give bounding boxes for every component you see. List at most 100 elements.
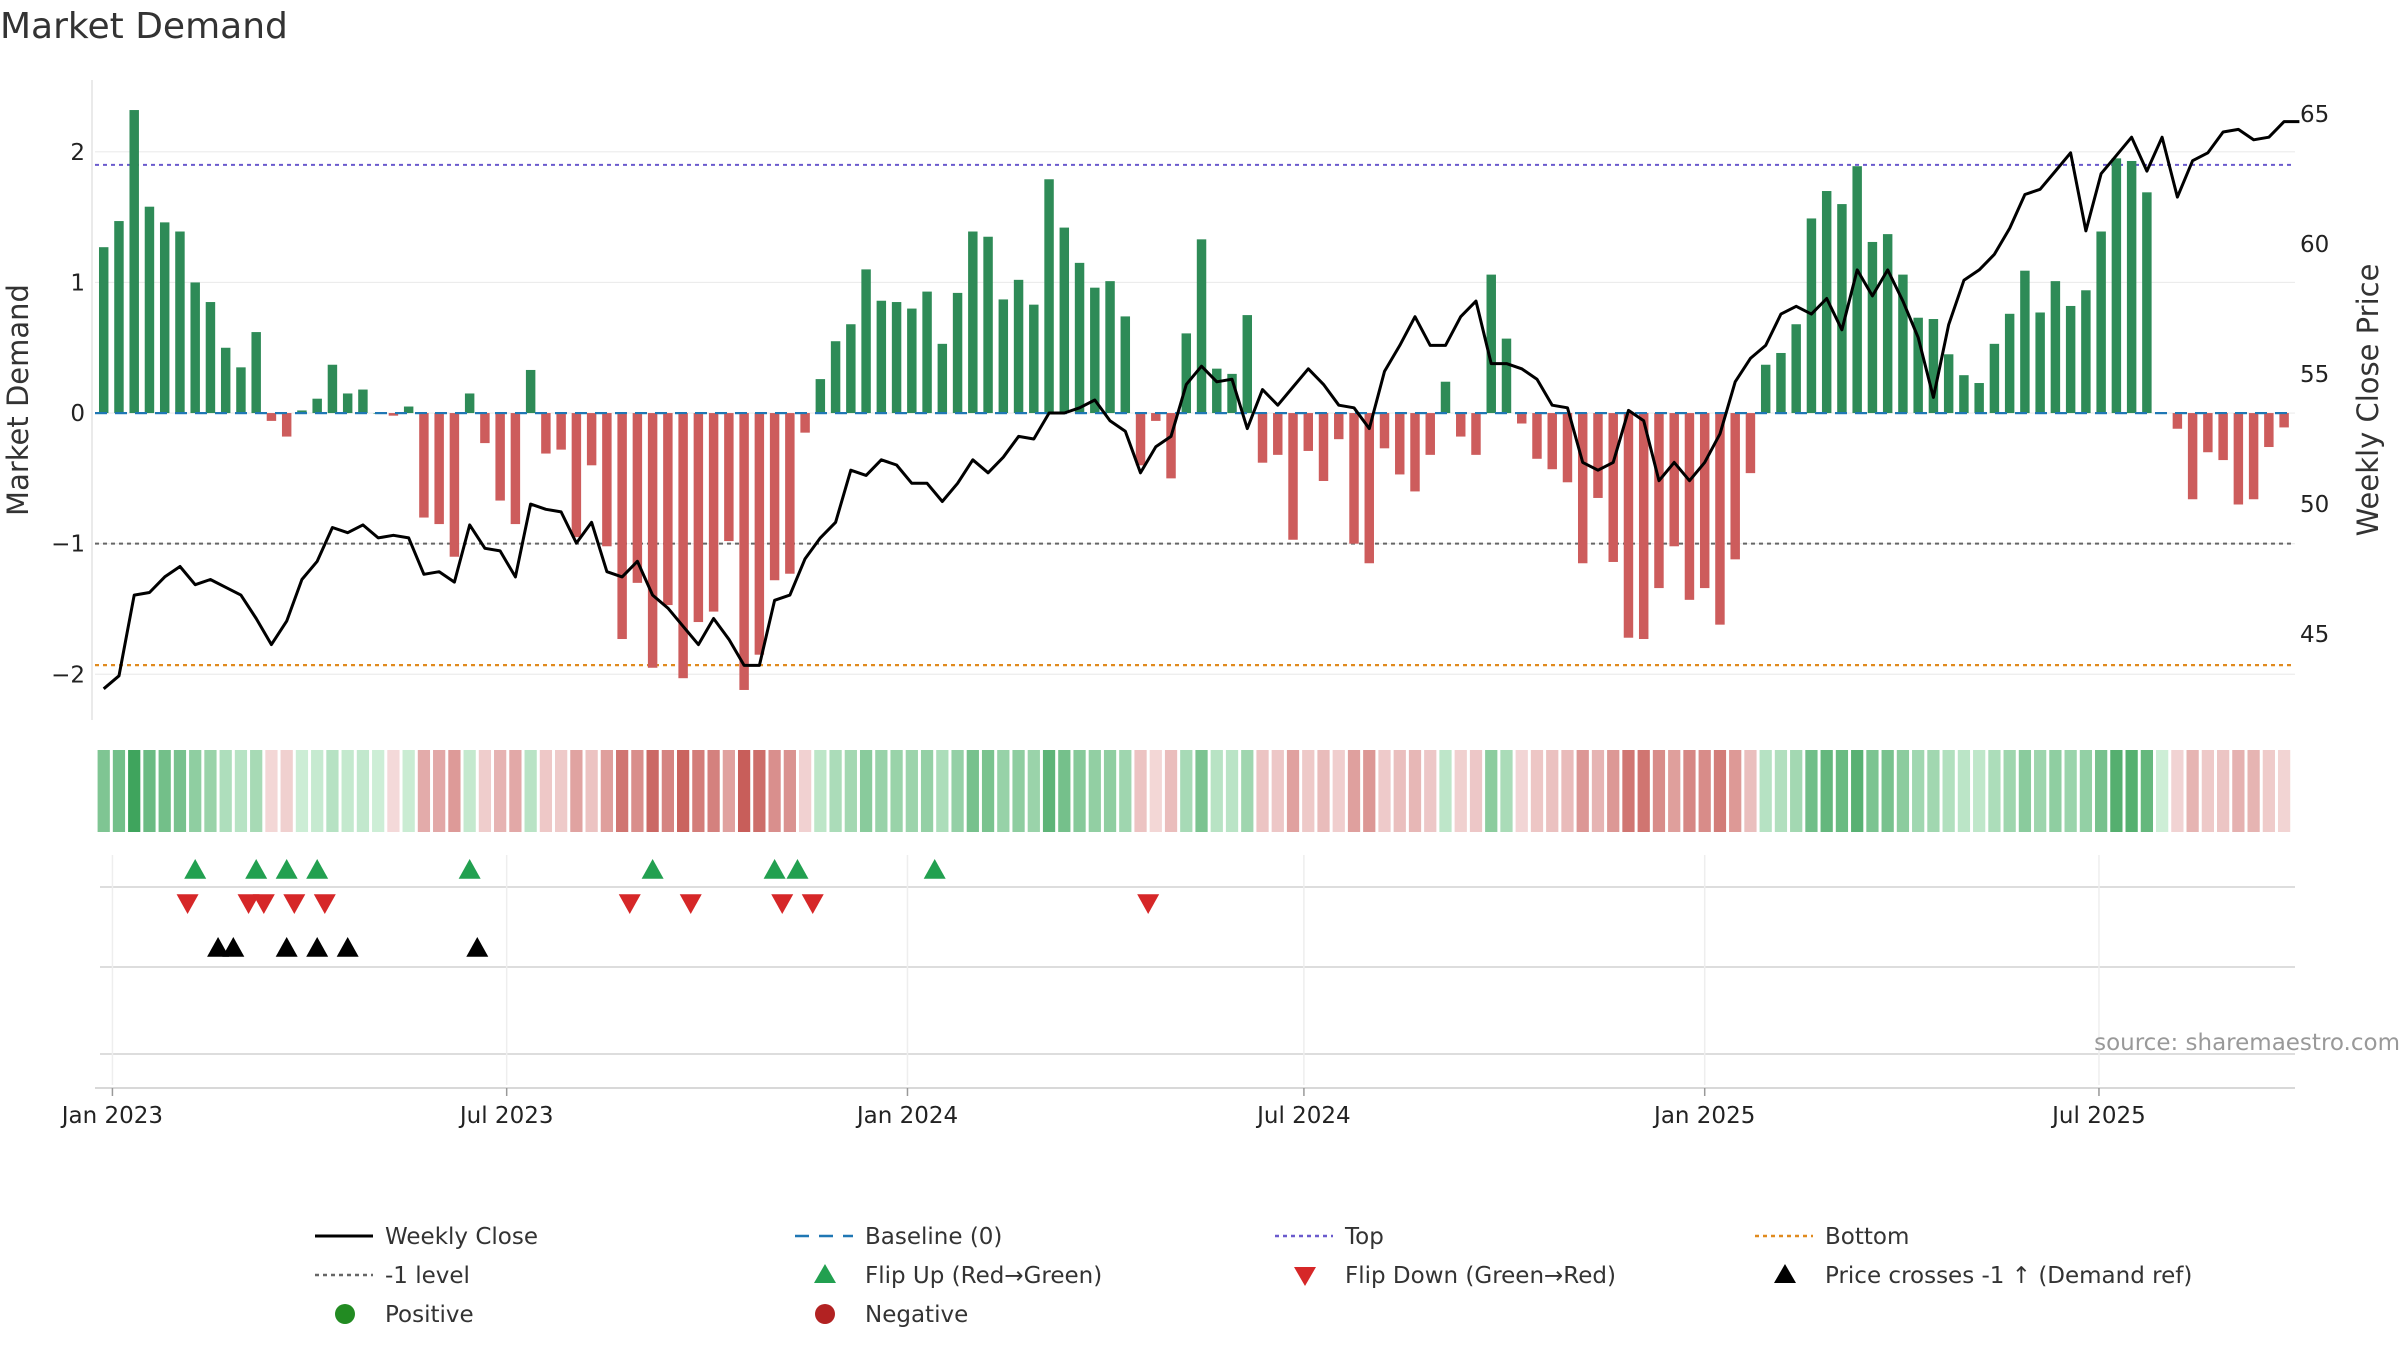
heat-cell: [844, 750, 857, 832]
demand-bar: [1425, 413, 1435, 455]
heat-cell: [600, 750, 614, 832]
demand-bar: [175, 231, 185, 414]
demand-bar: [1379, 413, 1390, 449]
demand-bar: [891, 302, 902, 414]
heat-cell: [676, 750, 690, 832]
heat-cell: [2277, 750, 2291, 832]
heat-cell: [356, 750, 370, 832]
demand-bar: [724, 413, 734, 542]
heat-cell: [753, 750, 766, 832]
flip-up-marker: [245, 859, 268, 879]
heat-cell: [1042, 750, 1056, 832]
demand-bar: [998, 299, 1009, 414]
demand-bar: [1638, 413, 1649, 640]
heat-cell: [1622, 750, 1635, 832]
heat-cell: [158, 750, 171, 832]
heat-cell: [1530, 750, 1544, 832]
heat-cell: [1988, 750, 2001, 832]
heat-cell: [1637, 750, 1650, 832]
demand-bar: [861, 269, 871, 414]
demand-bar: [586, 413, 597, 466]
demand-bar: [434, 413, 444, 525]
flip-down-marker: [801, 894, 824, 914]
demand-bar: [769, 413, 780, 581]
y2-tick-label: 50: [2300, 492, 2329, 518]
demand-bar: [815, 379, 826, 414]
demand-bar: [159, 222, 170, 414]
heat-cell: [1058, 750, 1071, 832]
heat-cell: [2095, 750, 2108, 832]
heat-cell: [966, 750, 979, 832]
demand-bar: [205, 302, 216, 414]
heat-cell: [1790, 750, 1803, 832]
demand-bar: [1517, 413, 1527, 424]
heat-cell: [661, 750, 674, 832]
heat-cell: [737, 750, 751, 832]
heat-cell: [1774, 750, 1788, 832]
legend-label: Bottom: [1825, 1224, 1909, 1250]
heat-cell: [1317, 750, 1330, 832]
heat-cell: [1363, 750, 1376, 832]
demand-bar: [1212, 368, 1222, 414]
demand-bar: [2004, 313, 2015, 414]
legend-item-close: Weekly Close: [315, 1224, 538, 1250]
heat-cell: [1576, 750, 1589, 832]
legend-item-baseline: Baseline (0): [795, 1224, 1002, 1250]
flip-up-marker: [184, 859, 207, 879]
heat-cell: [1881, 750, 1894, 832]
demand-bar: [2020, 270, 2030, 414]
flip-down-marker: [618, 894, 641, 914]
heat-cell: [722, 750, 735, 832]
demand-bar: [1547, 413, 1557, 470]
demand-bar: [266, 413, 277, 421]
heat-cell: [1515, 750, 1528, 832]
legend-swatch: [1774, 1264, 1796, 1283]
demand-bar: [708, 413, 719, 612]
demand-bar: [495, 413, 505, 501]
legend-label: Negative: [865, 1302, 968, 1328]
legend-label: -1 level: [385, 1263, 470, 1289]
demand-bar: [1090, 287, 1100, 414]
legend-swatch: [1294, 1267, 1316, 1286]
demand-bar: [1456, 413, 1466, 437]
demand-bar: [1760, 364, 1771, 414]
y-tick-label: −1: [51, 532, 85, 558]
legend-label: Price crosses -1 ↑ (Demand ref): [1825, 1263, 2192, 1289]
demand-bar: [785, 413, 795, 574]
heat-cell: [981, 750, 995, 832]
heat-cell: [189, 750, 202, 832]
demand-bar: [1364, 413, 1374, 564]
demand-bar: [1273, 413, 1283, 455]
heat-cell: [1210, 750, 1223, 832]
demand-bar: [327, 364, 338, 414]
x-tick-label: Jul 2023: [458, 1103, 554, 1129]
demand-bar: [1242, 315, 1253, 414]
demand-bar: [2111, 158, 2122, 414]
demand-bar: [449, 413, 460, 557]
heat-cell: [1164, 750, 1178, 832]
demand-bar: [1898, 274, 1908, 414]
heat-cell: [1546, 750, 1559, 832]
legend: Weekly Close Baseline (0) Top Bottom -1 leve…: [315, 1224, 2192, 1328]
heat-cell: [433, 750, 446, 832]
heat-cell: [783, 750, 796, 832]
close-line-layer: [95, 120, 2300, 690]
demand-bar: [1943, 354, 1954, 414]
heat-cell: [448, 750, 461, 832]
demand-bar: [846, 324, 856, 414]
demand-bar: [403, 406, 414, 414]
demand-bar: [1120, 316, 1131, 414]
heat-cell: [1561, 750, 1574, 832]
signal-markers: [100, 855, 2295, 1085]
heat-cell: [1500, 750, 1513, 832]
heat-cell: [295, 750, 309, 832]
heat-cell: [1957, 750, 1971, 832]
demand-bar: [1074, 262, 1085, 414]
flip-down-marker: [283, 894, 306, 914]
heat-cell: [1149, 750, 1162, 832]
demand-bar: [480, 413, 490, 444]
heat-cell: [936, 750, 949, 832]
heat-cell: [2186, 750, 2199, 832]
demand-bar: [1471, 413, 1481, 455]
